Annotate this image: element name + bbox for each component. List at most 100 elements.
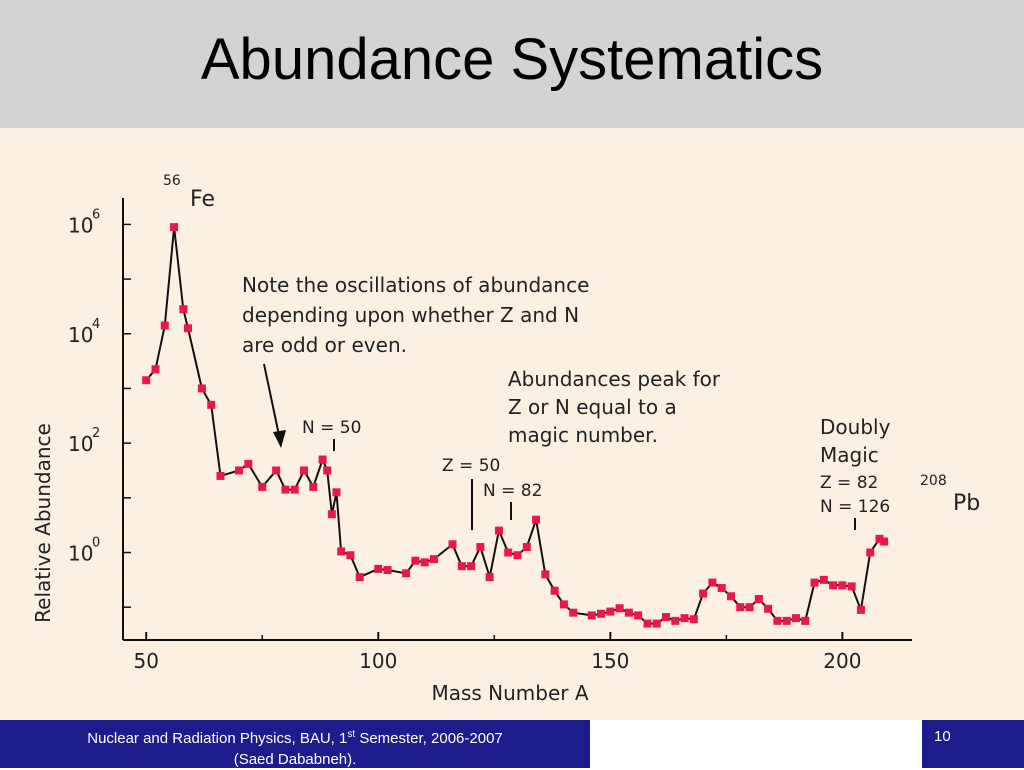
data-point <box>791 614 800 623</box>
data-point <box>801 616 810 625</box>
data-point <box>272 466 281 475</box>
data-point <box>624 608 633 617</box>
z82-label: Z = 82 <box>820 473 878 493</box>
y-tick-label: 10 <box>68 432 93 456</box>
data-point <box>829 581 838 590</box>
data-point <box>504 548 513 557</box>
data-point <box>597 609 606 618</box>
data-point <box>764 604 773 613</box>
data-point <box>485 573 494 582</box>
data-point <box>866 548 875 557</box>
data-point <box>819 575 828 584</box>
data-point <box>235 466 244 475</box>
data-point <box>717 584 726 593</box>
data-point <box>782 616 791 625</box>
data-point <box>300 466 309 475</box>
note-line-1: Note the oscillations of abundance <box>242 273 589 297</box>
x-axis-label: Mass Number A <box>431 681 588 705</box>
data-point <box>402 569 411 578</box>
data-point <box>323 466 332 475</box>
data-point <box>662 613 671 622</box>
data-point <box>346 551 355 560</box>
data-point <box>875 534 884 543</box>
data-point <box>606 607 615 616</box>
data-point <box>559 600 568 609</box>
n50-label: N = 50 <box>302 418 361 438</box>
data-point <box>244 459 253 468</box>
z50-label: Z = 50 <box>442 456 500 476</box>
data-point <box>810 578 819 587</box>
x-tick-label: 100 <box>359 649 397 673</box>
data-point <box>699 589 708 598</box>
y-axis-label: Relative Abundance <box>31 423 55 623</box>
data-point <box>522 543 531 552</box>
n82-label: N = 82 <box>483 481 542 501</box>
footer-credit-sup: st <box>347 729 356 740</box>
slide-title: Abundance Systematics <box>200 27 824 92</box>
data-point <box>151 365 160 374</box>
data-point <box>429 555 438 564</box>
y-tick-exponent: 0 <box>92 536 100 551</box>
data-point <box>754 594 763 603</box>
footer-credit-1b: Semester, 2006-2007 <box>355 730 503 747</box>
peak-line-3: magic number. <box>508 423 658 447</box>
data-point <box>183 324 192 333</box>
pb-mass-label: 208 <box>920 473 947 489</box>
data-point <box>773 616 782 625</box>
data-point <box>309 482 318 491</box>
chart-axes <box>122 198 912 641</box>
data-point <box>615 604 624 613</box>
data-point <box>587 611 596 620</box>
series-markers-group <box>142 223 889 628</box>
data-point <box>327 510 336 519</box>
data-point <box>652 619 661 628</box>
data-point <box>318 455 327 464</box>
data-point <box>680 614 689 623</box>
data-point <box>513 551 522 560</box>
data-point <box>197 384 206 393</box>
title-bar: Abundance Systematics <box>0 0 1024 128</box>
note-arrow-shaft <box>263 363 281 441</box>
data-point <box>634 611 643 620</box>
data-point <box>420 558 429 567</box>
data-point <box>856 605 865 614</box>
data-point <box>643 619 652 628</box>
footer-credit-line-2: (Saed Dababneh). <box>233 751 357 768</box>
data-point <box>258 482 267 491</box>
data-point <box>467 562 476 571</box>
data-point <box>207 400 216 409</box>
data-point <box>170 223 179 232</box>
doubly-line-1: Doubly <box>820 415 891 439</box>
data-point <box>216 471 225 480</box>
data-point <box>736 603 745 612</box>
data-point <box>457 562 466 571</box>
x-tick-label: 200 <box>823 649 861 673</box>
data-point <box>179 305 188 314</box>
footer-credit-line-1: Nuclear and Radiation Physics, BAU, 1st … <box>0 724 590 749</box>
note-line-2: depending upon whether Z and N <box>242 303 579 327</box>
data-point <box>448 540 457 549</box>
data-point <box>290 485 299 494</box>
y-tick-label: 10 <box>68 213 93 237</box>
y-tick-label: 10 <box>68 323 93 347</box>
y-tick-exponent: 2 <box>92 426 100 441</box>
peak-line-1: Abundances peak for <box>508 367 721 391</box>
data-point <box>550 586 559 595</box>
data-point <box>332 488 341 497</box>
footer-spacer <box>590 720 922 768</box>
data-point <box>411 556 420 565</box>
data-point <box>476 543 485 552</box>
data-point <box>726 592 735 601</box>
peak-line-2: Z or N equal to a <box>508 395 677 419</box>
y-tick-label: 10 <box>68 542 93 566</box>
data-point <box>838 581 847 590</box>
data-point <box>671 616 680 625</box>
data-point <box>880 537 889 546</box>
data-point <box>569 608 578 617</box>
doubly-line-2: Magic <box>820 443 879 467</box>
data-point <box>494 526 503 535</box>
data-point <box>337 547 346 556</box>
data-point <box>281 485 290 494</box>
data-point <box>355 573 364 582</box>
